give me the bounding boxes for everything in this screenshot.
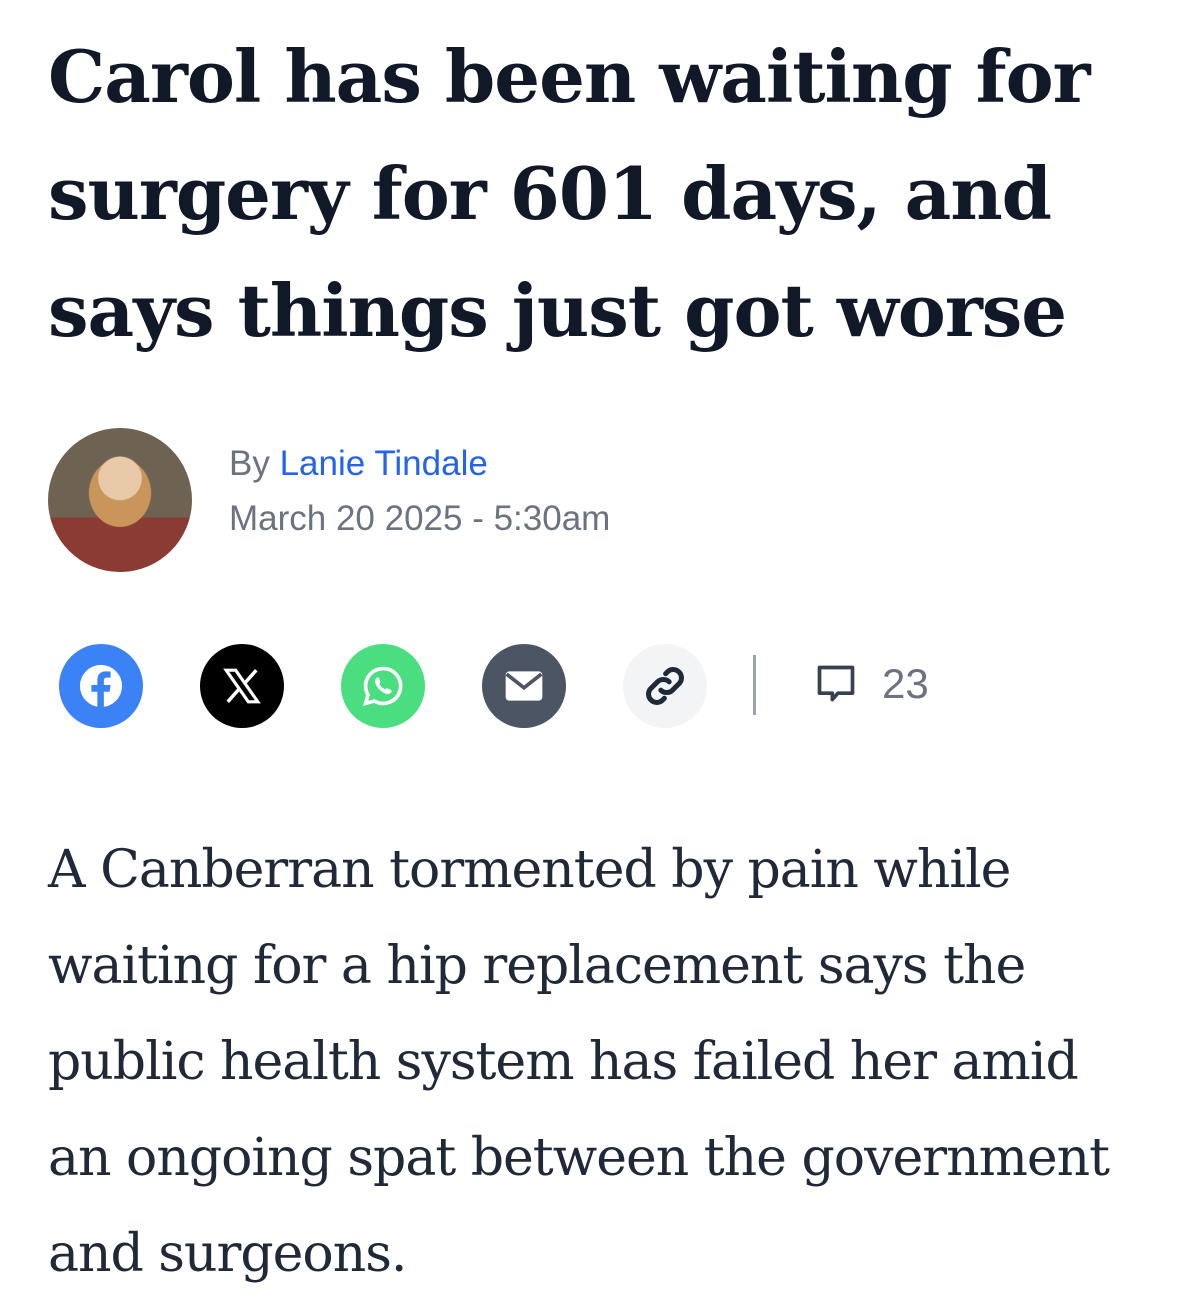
share-email-button[interactable]	[482, 644, 566, 728]
comment-icon	[817, 665, 855, 702]
x-icon	[223, 668, 261, 704]
publish-date: March 20 2025 - 5:30am	[229, 499, 611, 538]
headline-line: Carol has been waiting for	[48, 34, 1091, 119]
byline-prefix: By	[229, 444, 270, 483]
comments-button[interactable]: 23	[814, 660, 929, 708]
author-avatar[interactable]	[48, 428, 192, 572]
comment-count: 23	[882, 660, 929, 707]
article-standfirst: A Canberran tormented by pain while wait…	[48, 822, 1158, 1302]
standfirst-line: public health system has failed her amid	[48, 1032, 1079, 1092]
author-link[interactable]: Lanie Tindale	[279, 444, 488, 483]
standfirst-line: and surgeons.	[48, 1224, 407, 1284]
headline-line: says things just got worse	[48, 268, 1067, 353]
standfirst-line: A Canberran tormented by pain while	[48, 840, 1011, 900]
link-icon	[646, 667, 684, 705]
copy-link-button[interactable]	[623, 644, 707, 728]
standfirst-line: an ongoing spat between the government	[48, 1128, 1110, 1188]
headline-line: surgery for 601 days, and	[48, 151, 1052, 236]
whatsapp-icon	[362, 666, 403, 707]
article-headline: Carol has been waiting for surgery for 6…	[48, 18, 1091, 369]
byline: By Lanie Tindale	[229, 440, 488, 488]
facebook-icon	[79, 664, 123, 709]
email-icon	[505, 671, 543, 701]
share-divider	[753, 655, 756, 715]
share-whatsapp-button[interactable]	[341, 644, 425, 728]
share-x-button[interactable]	[200, 644, 284, 728]
share-facebook-button[interactable]	[59, 644, 143, 728]
standfirst-line: waiting for a hip replacement says the	[48, 936, 1026, 996]
